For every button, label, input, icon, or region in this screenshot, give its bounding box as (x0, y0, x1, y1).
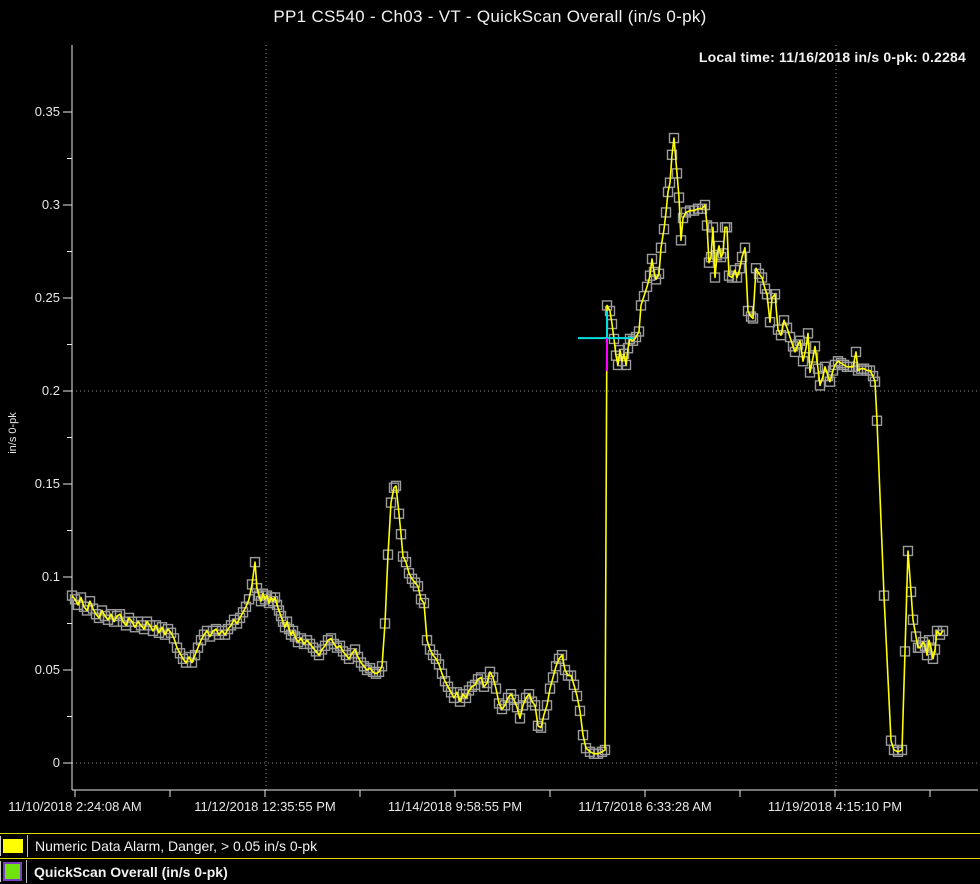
legend-separator (27, 835, 28, 857)
legend-left-edge (0, 861, 1, 882)
alarm-swatch-icon (3, 839, 23, 853)
x-tick-label: 11/19/2018 4:15:10 PM (768, 799, 902, 814)
y-tick-label: 0.25 (35, 290, 60, 305)
data-markers (66, 132, 949, 759)
y-tick-label: 0.1 (42, 569, 60, 584)
y-tick-label: 0.15 (35, 476, 60, 491)
x-tick-label: 11/12/2018 12:35:55 PM (194, 799, 335, 814)
series-label: QuickScan Overall (in/s 0-pk) (34, 863, 228, 880)
legend-left-edge (0, 836, 1, 856)
x-tick-label: 11/17/2018 6:33:28 AM (578, 799, 711, 814)
axes (71, 45, 978, 791)
x-tick-label: 11/14/2018 9:58:55 PM (388, 799, 522, 814)
y-axis-title: in/s 0-pk (7, 412, 19, 454)
y-tick-label: 0.35 (35, 104, 60, 119)
y-axis-ticks: 0 0.05 0.1 0.15 0.2 0.25 0.3 0.35 (35, 104, 72, 770)
alarm-label: Numeric Data Alarm, Danger, > 0.05 in/s … (35, 838, 318, 854)
chart-title: PP1 CS540 - Ch03 - VT - QuickScan Overal… (273, 7, 707, 26)
y-tick-label: 0 (53, 755, 60, 770)
trend-plot[interactable]: 0 0.05 0.1 0.15 0.2 0.25 0.3 0.35 11/10/2018 2:2… (0, 0, 980, 820)
legend-separator (26, 860, 27, 883)
gridlines (72, 45, 978, 790)
trend-line (71, 137, 944, 755)
series-swatch-icon (3, 862, 22, 881)
cursor-readout: Local time: 11/16/2018 in/s 0-pk: 0.2284 (698, 49, 966, 65)
y-tick-label: 0.2 (42, 383, 60, 398)
x-tick-label: 11/10/2018 2:24:08 AM (8, 799, 141, 814)
cursor-crosshair[interactable] (578, 311, 634, 372)
legend-row-alarm[interactable]: Numeric Data Alarm, Danger, > 0.05 in/s … (0, 833, 980, 858)
y-tick-label: 0.05 (35, 662, 60, 677)
legend: Numeric Data Alarm, Danger, > 0.05 in/s … (0, 833, 980, 884)
x-axis-ticks: 11/10/2018 2:24:08 AM 11/12/2018 12:35:55… (8, 790, 931, 814)
legend-row-series[interactable]: QuickScan Overall (in/s 0-pk) (0, 858, 980, 884)
y-tick-label: 0.3 (42, 197, 60, 212)
